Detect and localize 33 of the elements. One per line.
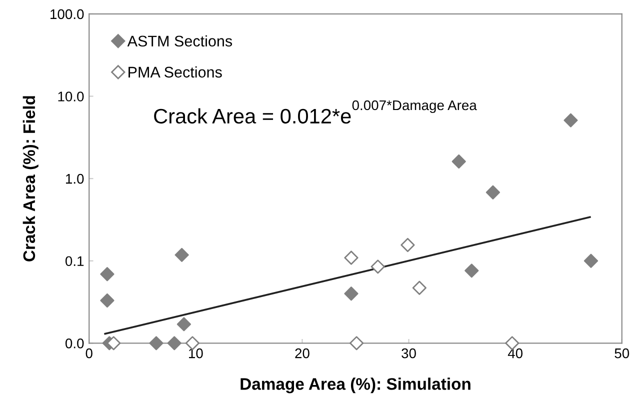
point bbox=[412, 280, 426, 295]
point bbox=[106, 336, 121, 350]
x-axis-title: Damage Area (%): Simulation bbox=[240, 378, 470, 394]
y-tick-label: 1.0 bbox=[66, 174, 84, 184]
point bbox=[176, 317, 192, 332]
legend-label: PMA Sections bbox=[128, 66, 222, 78]
point bbox=[174, 248, 189, 262]
point bbox=[564, 113, 578, 128]
y-tick-label: 0.0 bbox=[65, 338, 84, 348]
point bbox=[400, 238, 415, 252]
point bbox=[486, 185, 500, 200]
x-tick-label: 10 bbox=[189, 348, 203, 358]
point bbox=[344, 286, 358, 301]
x-tick-label: 0 bbox=[86, 348, 92, 358]
legend-label: ASTM Sections bbox=[127, 35, 232, 47]
x-tick-label: 30 bbox=[402, 348, 416, 358]
y-axis-title: Crack Area (%): Field bbox=[22, 96, 38, 262]
point bbox=[100, 267, 114, 282]
point bbox=[350, 336, 364, 350]
point bbox=[464, 264, 479, 278]
x-tick-label: 40 bbox=[508, 348, 523, 358]
point bbox=[100, 293, 114, 308]
y-tick-label: 0.1 bbox=[65, 256, 84, 266]
point bbox=[452, 154, 466, 169]
point bbox=[584, 254, 598, 268]
x-tick-label: 50 bbox=[614, 348, 630, 358]
point bbox=[167, 336, 182, 350]
point bbox=[344, 250, 358, 265]
x-tick-label: 20 bbox=[295, 348, 310, 358]
point bbox=[370, 260, 385, 274]
y-tick-label: 100.0 bbox=[50, 9, 84, 20]
point bbox=[149, 336, 164, 350]
y-tick-label: 10.0 bbox=[58, 92, 84, 102]
